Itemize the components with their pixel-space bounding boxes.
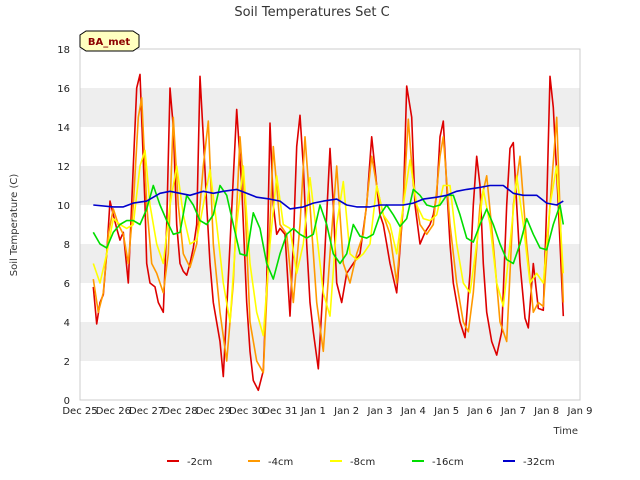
x-tick-label: Jan 1 — [300, 406, 326, 417]
y-tick-label: 8 — [64, 240, 70, 251]
x-axis-title: Time — [553, 426, 578, 437]
legend: -2cm -4cm -8cm -16cm -32cm — [167, 457, 555, 468]
y-tick-label: 2 — [64, 357, 70, 368]
y-tick-label: 16 — [57, 84, 70, 95]
grid-band — [80, 88, 580, 127]
station-badge-label: BA_met — [88, 37, 131, 48]
legend-label: -8cm — [350, 457, 375, 468]
x-tick-label: Dec 25 — [62, 406, 97, 417]
grid-band — [80, 166, 580, 205]
series-line-minus-8cm — [92, 149, 565, 337]
station-badge: BA_met — [79, 30, 140, 52]
series-line-minus-32cm — [93, 184, 564, 210]
legend-label: -32cm — [523, 457, 555, 468]
legend-label: -16cm — [432, 457, 464, 468]
series-layer — [92, 73, 565, 392]
x-tick-label: Jan 3 — [367, 406, 393, 417]
x-tick-label: Jan 7 — [500, 406, 526, 417]
y-tick-label: 10 — [57, 201, 70, 212]
y-tick-label: 18 — [57, 45, 70, 56]
plot-frame — [79, 48, 581, 401]
y-tick-label: 0 — [64, 396, 70, 407]
grid-bands — [80, 88, 580, 361]
grid-band — [80, 322, 580, 361]
chart-title: Soil Temperatures Set C — [234, 5, 389, 20]
y-tick-label: 6 — [64, 279, 70, 290]
station-badge-shape — [79, 30, 140, 52]
y-tick-label: 12 — [57, 162, 70, 173]
x-tick-label: Jan 6 — [467, 406, 493, 417]
x-tick-label: Dec 28 — [162, 406, 197, 417]
x-tick-label: Dec 27 — [129, 406, 164, 417]
x-tick-label: Dec 30 — [229, 406, 264, 417]
series-line-minus-16cm — [92, 184, 565, 280]
x-tick-label: Dec 31 — [262, 406, 297, 417]
x-tick-label: Jan 8 — [533, 406, 559, 417]
x-tick-label: Jan 9 — [567, 406, 593, 417]
x-tick-label: Dec 26 — [96, 406, 131, 417]
x-tick-label: Jan 2 — [333, 406, 359, 417]
series-line-minus-2cm — [92, 73, 565, 392]
legend-label: -2cm — [187, 457, 212, 468]
legend-label: -4cm — [268, 457, 293, 468]
x-tick-label: Jan 5 — [433, 406, 459, 417]
x-tick-label: Jan 4 — [400, 406, 426, 417]
y-tick-label: 4 — [64, 318, 70, 329]
y-tick-label: 14 — [57, 123, 70, 134]
y-axis-title: Soil Temperature (C) — [9, 174, 20, 277]
x-tick-label: Dec 29 — [196, 406, 231, 417]
y-axis: 0 2 4 6 8 10 12 14 16 18 — [57, 45, 70, 407]
